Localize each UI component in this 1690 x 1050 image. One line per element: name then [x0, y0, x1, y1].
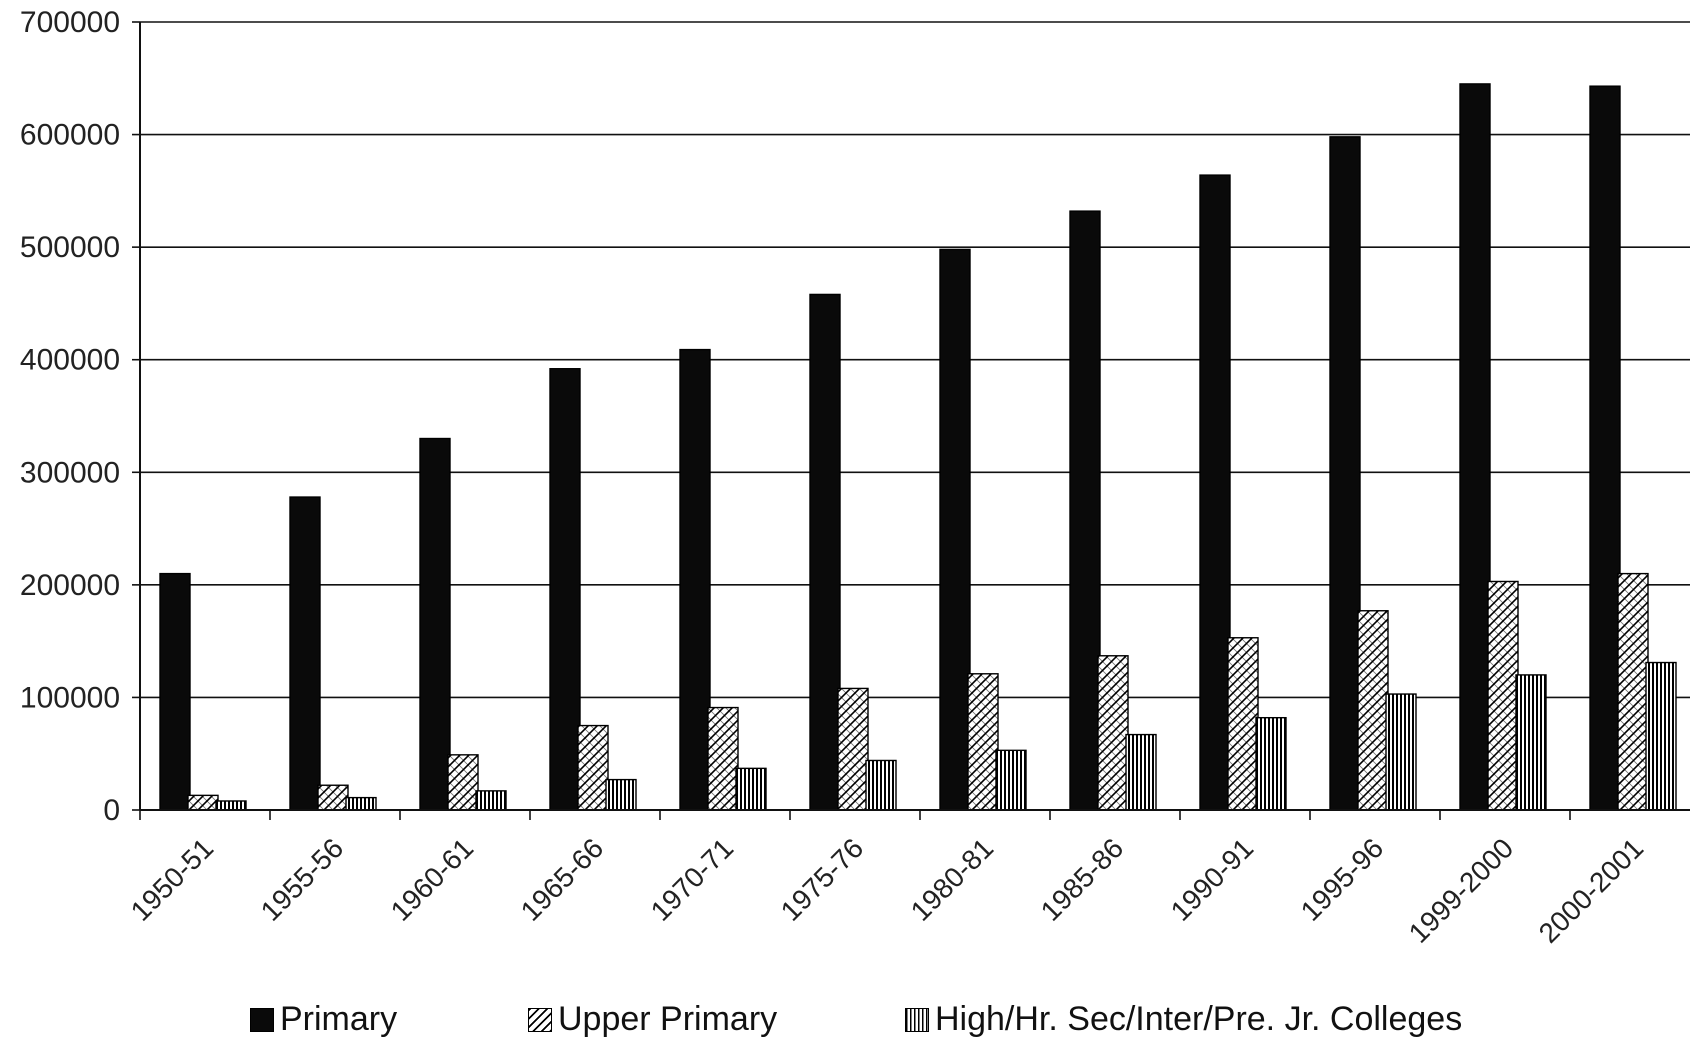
y-tick-label: 300000 — [20, 456, 120, 489]
legend-item-upper-primary: Upper Primary — [528, 1000, 777, 1039]
bar-high-hr-sec-inter-pre-jr-colleges-1999-2000 — [1515, 674, 1547, 811]
bar-primary-1965-66 — [549, 368, 581, 811]
bar-upper-primary-1960-61 — [447, 754, 479, 811]
bar-upper-primary-1950-51 — [187, 794, 219, 811]
y-tick-label: 700000 — [20, 6, 120, 39]
bar-primary-1950-51 — [159, 572, 191, 811]
bar-primary-2000-2001 — [1589, 85, 1621, 811]
legend-item-primary: Primary — [250, 1000, 397, 1039]
bar-high-hr-sec-inter-pre-jr-colleges-1950-51 — [215, 800, 247, 811]
x-tick-label: 2000-2001 — [1533, 832, 1650, 949]
bar-high-hr-sec-inter-pre-jr-colleges-1955-56 — [345, 796, 377, 811]
legend: Primary Upper Primary High/Hr. Sec/Inter… — [0, 1000, 1690, 1050]
bar-high-hr-sec-inter-pre-jr-colleges-1985-86 — [1125, 733, 1157, 811]
bar-chart: 0 100000 200000 300000 400000 500000 600000 700… — [20, 6, 1690, 949]
x-tick-label: 1955-56 — [255, 832, 350, 927]
y-tick-label: 500000 — [20, 231, 120, 264]
bar-upper-primary-1965-66 — [577, 724, 609, 811]
bar-high-hr-sec-inter-pre-jr-colleges-1990-91 — [1255, 716, 1287, 811]
bar-upper-primary-1955-56 — [317, 784, 349, 811]
y-tick-label: 600000 — [20, 119, 120, 152]
bar-high-hr-sec-inter-pre-jr-colleges-1970-71 — [735, 767, 767, 811]
bar-upper-primary-1995-96 — [1357, 610, 1389, 811]
x-tick-label: 1975-76 — [775, 832, 870, 927]
axes — [139, 22, 1690, 811]
bar-upper-primary-2000-2001 — [1617, 572, 1649, 811]
x-tick-label: 1985-86 — [1035, 832, 1130, 927]
y-tick-label: 400000 — [20, 344, 120, 377]
bar-primary-1970-71 — [679, 348, 711, 811]
grid-lines — [132, 21, 1690, 820]
bar-upper-primary-1970-71 — [707, 706, 739, 811]
legend-label-upper-primary: Upper Primary — [558, 1000, 778, 1038]
bar-primary-1975-76 — [809, 293, 841, 811]
bar-high-hr-sec-inter-pre-jr-colleges-1995-96 — [1385, 693, 1417, 811]
bars — [159, 83, 1677, 811]
y-tick-label: 200000 — [20, 569, 120, 602]
bar-upper-primary-1999-2000 — [1487, 580, 1519, 811]
legend-swatch-hatch — [528, 1007, 552, 1032]
legend-label-high-secondary: High/Hr. Sec/Inter/Pre. Jr. Colleges — [935, 1000, 1463, 1038]
x-tick-label: 1980-81 — [905, 832, 1000, 927]
x-tick-label: 1960-61 — [385, 832, 480, 927]
bar-high-hr-sec-inter-pre-jr-colleges-1965-66 — [605, 778, 637, 811]
bar-primary-1999-2000 — [1459, 83, 1491, 811]
bar-high-hr-sec-inter-pre-jr-colleges-1980-81 — [995, 749, 1027, 811]
x-tick-label: 1965-66 — [515, 832, 610, 927]
y-tick-label: 100000 — [20, 681, 120, 714]
legend-swatch-solid — [250, 1007, 274, 1032]
bar-primary-1990-91 — [1199, 174, 1231, 811]
x-tick-label: 1995-96 — [1295, 832, 1390, 927]
y-tick-label: 0 — [103, 794, 120, 827]
bar-primary-1980-81 — [939, 248, 971, 811]
bar-upper-primary-1975-76 — [837, 687, 869, 811]
legend-label-primary: Primary — [280, 1000, 398, 1038]
x-tick-label: 1990-91 — [1165, 832, 1260, 927]
legend-swatch-vertical — [905, 1007, 929, 1032]
bar-primary-1960-61 — [419, 437, 451, 811]
bar-upper-primary-1985-86 — [1097, 655, 1129, 811]
bar-upper-primary-1980-81 — [967, 673, 999, 811]
bar-high-hr-sec-inter-pre-jr-colleges-1975-76 — [865, 759, 897, 811]
bar-upper-primary-1990-91 — [1227, 637, 1259, 811]
x-tick-label: 1970-71 — [645, 832, 740, 927]
bar-primary-1955-56 — [289, 496, 321, 811]
x-tick-label: 1999-2000 — [1403, 832, 1520, 949]
bar-high-hr-sec-inter-pre-jr-colleges-2000-2001 — [1645, 661, 1677, 811]
legend-item-high-secondary: High/Hr. Sec/Inter/Pre. Jr. Colleges — [905, 1000, 1462, 1039]
bar-primary-1995-96 — [1329, 136, 1361, 811]
bar-primary-1985-86 — [1069, 210, 1101, 811]
x-tick-label: 1950-51 — [125, 832, 220, 927]
bar-high-hr-sec-inter-pre-jr-colleges-1960-61 — [475, 790, 507, 811]
